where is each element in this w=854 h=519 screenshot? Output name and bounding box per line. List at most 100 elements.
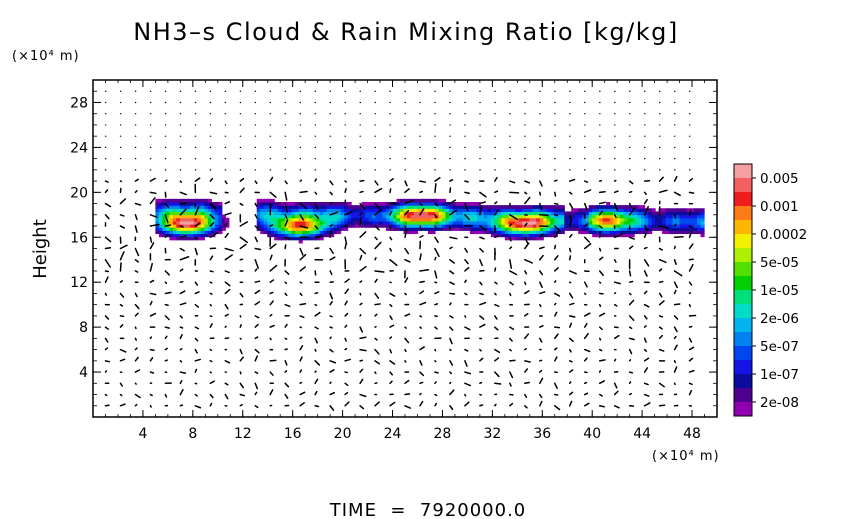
wind-vector bbox=[314, 378, 319, 385]
cloud-cell bbox=[361, 224, 366, 228]
wind-vector bbox=[389, 303, 393, 308]
wind-vector bbox=[194, 205, 200, 216]
wind-vector bbox=[389, 188, 392, 194]
wind-vector bbox=[299, 190, 308, 194]
cloud-cell bbox=[497, 211, 502, 216]
cloud-cell bbox=[281, 217, 286, 222]
cloud-cell bbox=[186, 201, 191, 206]
cloud-cell bbox=[700, 227, 705, 231]
wind-vector bbox=[613, 382, 618, 389]
wind-vector bbox=[359, 231, 367, 239]
cloud-cell bbox=[648, 230, 653, 235]
cloud-cell bbox=[501, 233, 506, 238]
x-tick-label: 8 bbox=[188, 426, 197, 442]
wind-vector bbox=[524, 191, 528, 195]
cloud-cell bbox=[550, 205, 555, 209]
cloud-cell bbox=[630, 217, 635, 222]
wind-vector bbox=[254, 301, 261, 306]
cloud-cell bbox=[508, 220, 513, 225]
wind-vector bbox=[224, 232, 229, 239]
cloud-cell bbox=[323, 201, 328, 206]
wind-vector bbox=[568, 202, 574, 209]
wind-vector bbox=[134, 190, 138, 194]
colorbar-label: 5e-07 bbox=[760, 339, 799, 355]
wind-vector bbox=[613, 358, 617, 362]
wind-vector bbox=[404, 393, 411, 396]
cloud-cell bbox=[256, 214, 261, 219]
cloud-cell bbox=[532, 227, 537, 231]
cloud-cell bbox=[546, 220, 551, 225]
wind-vector bbox=[254, 214, 258, 219]
cloud-cell bbox=[634, 211, 639, 216]
wind-vector bbox=[479, 281, 483, 286]
wind-vector bbox=[479, 258, 483, 267]
cloud-cell bbox=[543, 214, 548, 219]
wind-vector bbox=[688, 281, 693, 286]
wind-vector bbox=[179, 326, 184, 329]
cloud-cell bbox=[406, 201, 412, 206]
cloud-cell bbox=[665, 208, 670, 213]
cloud-cell bbox=[634, 214, 639, 219]
cloud-cell bbox=[288, 214, 293, 219]
cloud-cell bbox=[158, 214, 163, 219]
cloud-cell bbox=[305, 220, 310, 225]
cloud-cell bbox=[284, 230, 289, 235]
cloud-cell bbox=[434, 224, 440, 228]
cloud-cell bbox=[480, 217, 485, 222]
wind-vector bbox=[224, 212, 232, 216]
cloud-cell bbox=[483, 220, 488, 225]
wind-vector bbox=[554, 393, 559, 396]
cloud-cell bbox=[553, 214, 558, 219]
cloud-cell bbox=[609, 230, 614, 235]
cloud-cell bbox=[581, 214, 586, 219]
cloud-cell bbox=[337, 224, 342, 228]
wind-vector bbox=[299, 369, 303, 373]
cloud-cell bbox=[197, 214, 202, 219]
cloud-cell bbox=[494, 214, 499, 219]
cloud-cell bbox=[504, 233, 509, 238]
cloud-cell bbox=[316, 233, 321, 238]
cloud-cell bbox=[200, 205, 205, 209]
cloud-cell bbox=[455, 220, 461, 225]
cloud-cell bbox=[389, 224, 394, 228]
wind-vector bbox=[479, 348, 482, 352]
cloud-cell bbox=[434, 205, 440, 209]
cloud-cell bbox=[473, 214, 478, 219]
cloud-cell bbox=[522, 208, 527, 213]
wind-vector bbox=[464, 371, 472, 375]
wind-vector bbox=[494, 371, 500, 378]
cloud-cell bbox=[690, 211, 695, 216]
cloud-cell bbox=[448, 217, 454, 222]
cloud-cell bbox=[267, 233, 272, 238]
cloud-cell bbox=[340, 220, 345, 225]
wind-vector bbox=[179, 347, 183, 351]
wind-vector bbox=[539, 281, 543, 289]
cloud-cell bbox=[546, 214, 551, 219]
cloud-cell bbox=[281, 208, 286, 213]
cloud-cell bbox=[637, 214, 642, 219]
cloud-cell bbox=[641, 208, 646, 213]
wind-vector bbox=[449, 405, 454, 411]
cloud-cell bbox=[365, 220, 370, 225]
cloud-cell bbox=[158, 224, 163, 228]
wind-vector-field bbox=[104, 90, 697, 411]
cloud-cell bbox=[669, 211, 674, 216]
cloud-cell bbox=[267, 211, 272, 216]
cloud-cell bbox=[169, 224, 174, 228]
wind-vector bbox=[239, 243, 247, 250]
cloud-cell bbox=[295, 230, 300, 235]
cloud-cell bbox=[417, 208, 422, 213]
x-tick-label: 20 bbox=[334, 426, 352, 442]
cloud-cell bbox=[207, 208, 212, 213]
wind-vector bbox=[434, 371, 439, 374]
wind-vector bbox=[314, 390, 318, 396]
cloud-cell bbox=[400, 220, 405, 225]
cloud-cell bbox=[623, 205, 628, 209]
cloud-cell bbox=[319, 236, 324, 241]
cloud-cell bbox=[274, 208, 279, 213]
cloud-cell bbox=[155, 201, 160, 206]
cloud-cell bbox=[424, 205, 429, 209]
wind-vector bbox=[524, 360, 531, 363]
cloud-cell bbox=[288, 211, 293, 216]
cloud-cell bbox=[372, 211, 377, 216]
